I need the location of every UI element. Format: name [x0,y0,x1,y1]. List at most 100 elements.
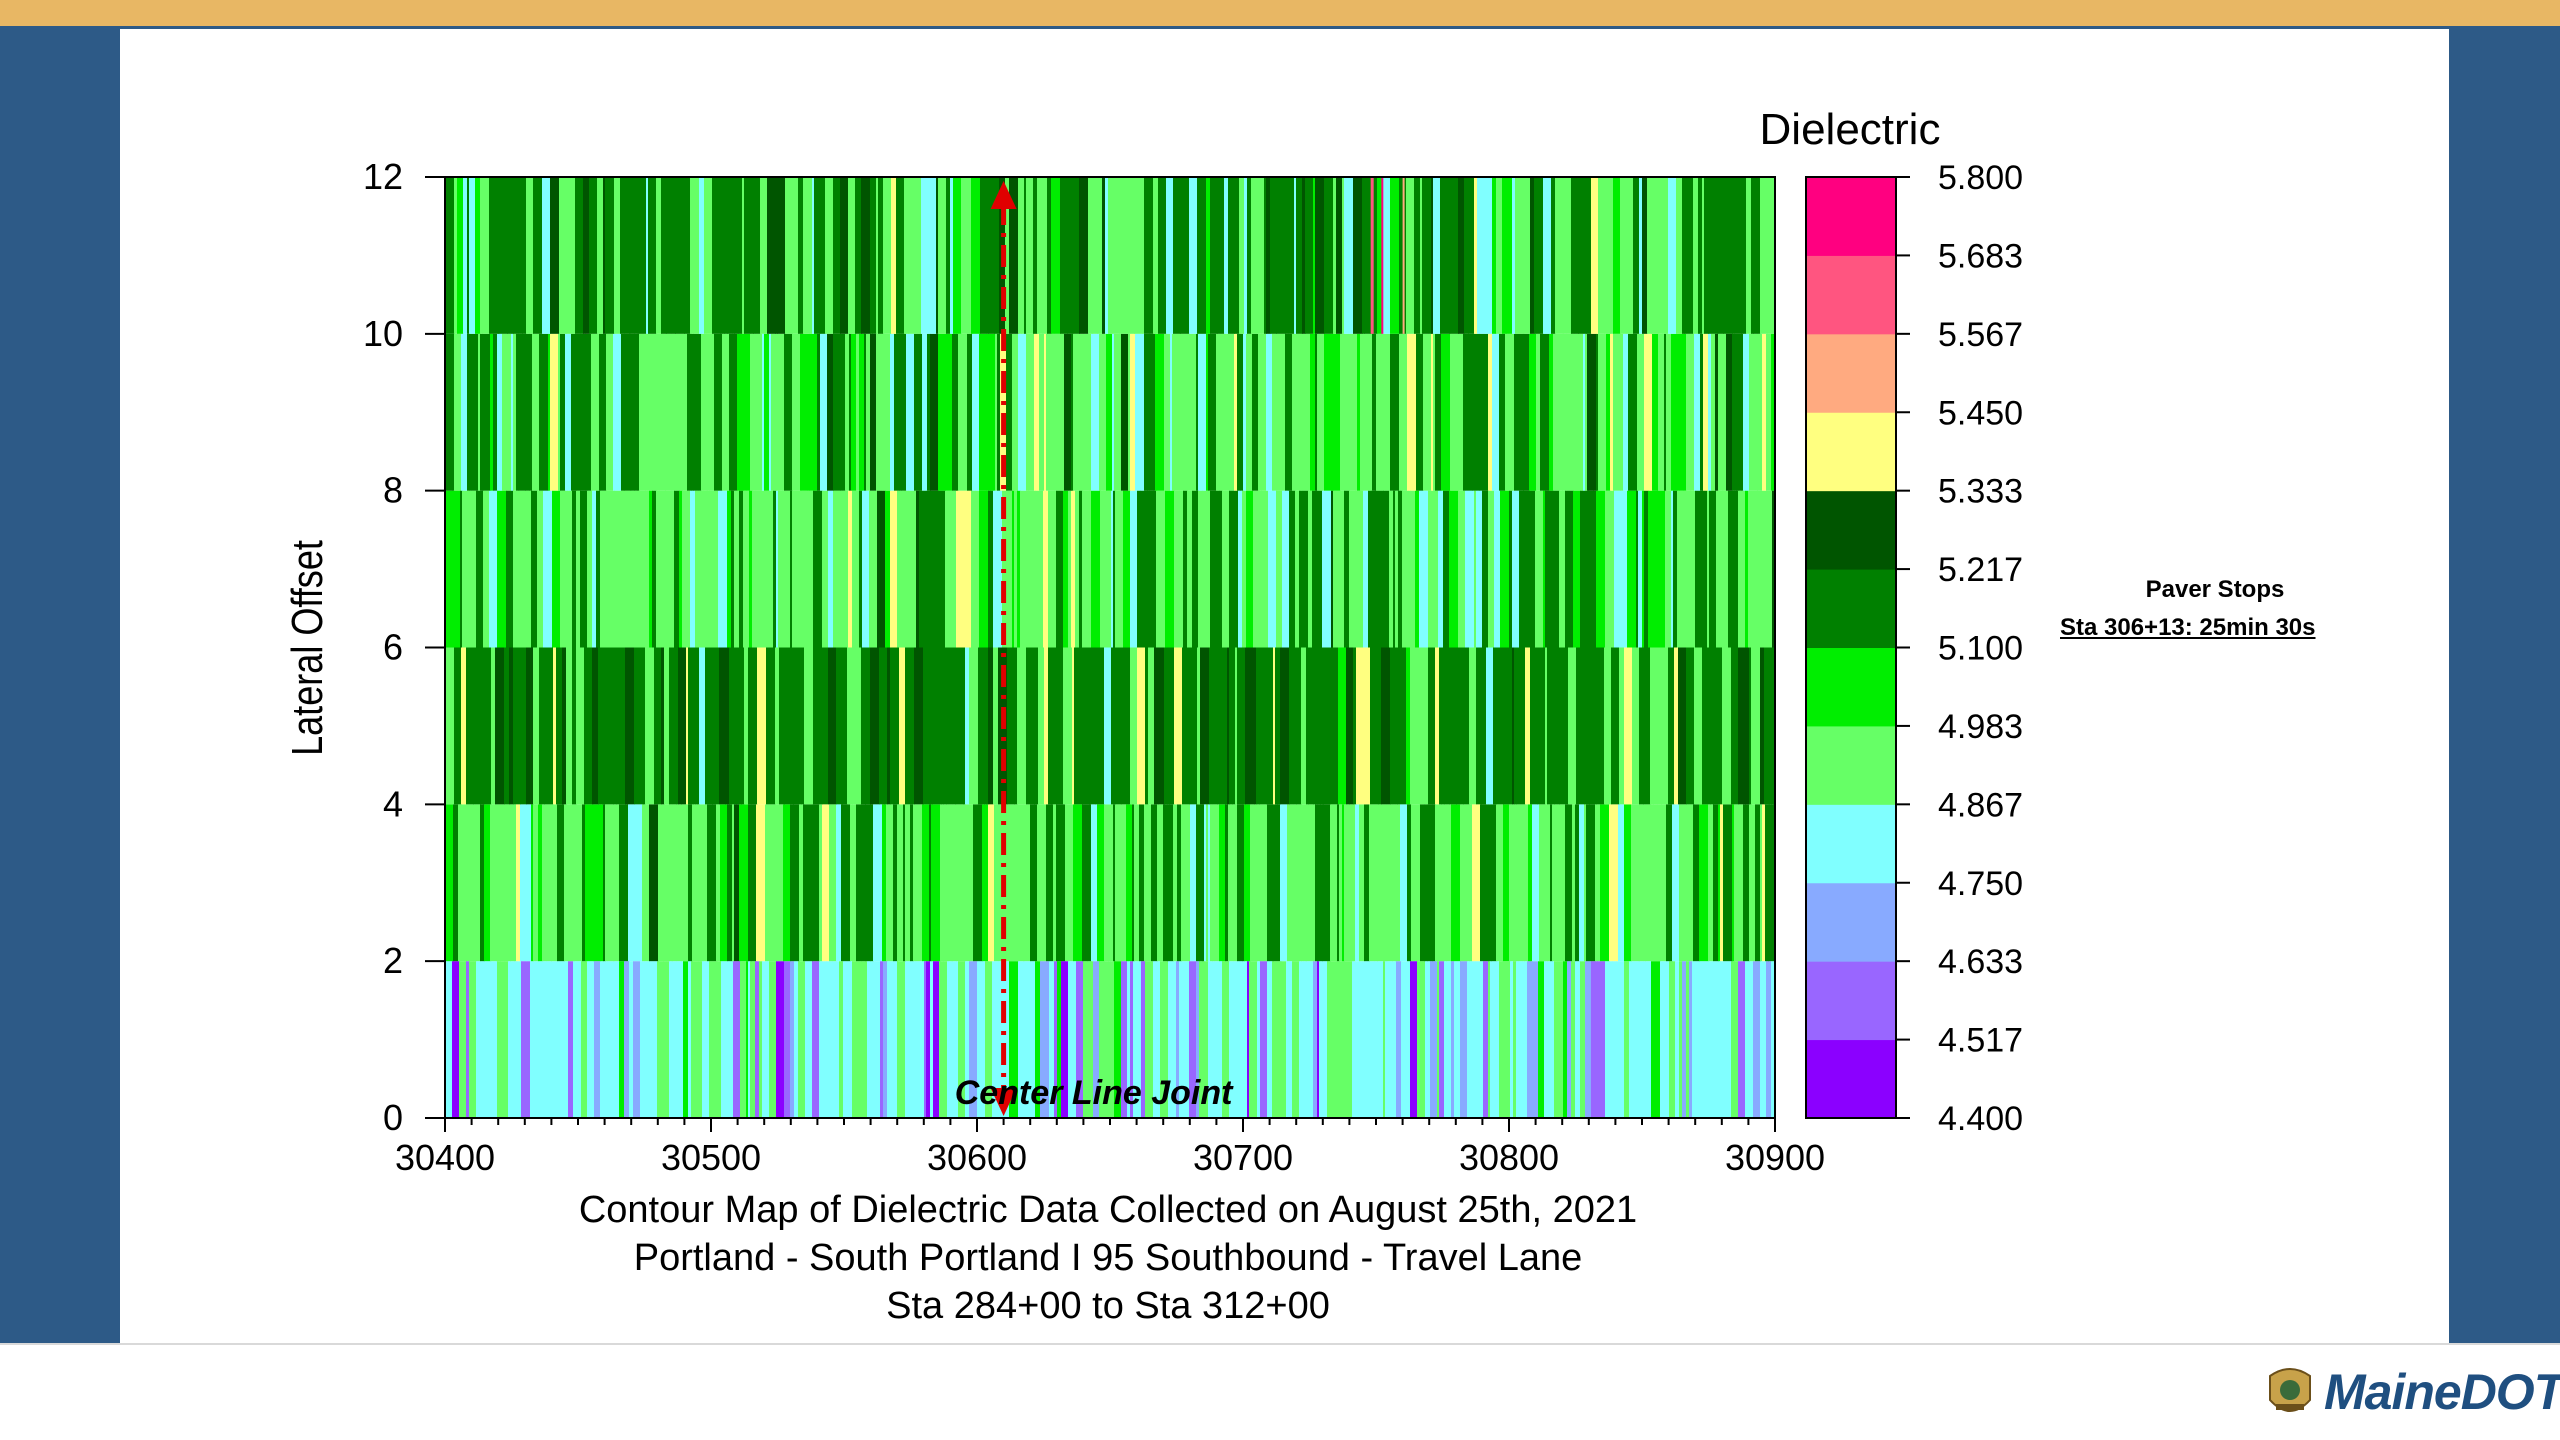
colorbar-swatch [1806,255,1896,335]
heatmap-cell [490,333,494,491]
heatmap-cell [738,177,743,334]
heatmap-cell [591,333,600,491]
heatmap-cell [644,961,650,1118]
heatmap-cell [993,490,1003,648]
heatmap-cell [785,177,793,334]
heatmap-cell [1289,490,1296,648]
heatmap-cell [870,333,877,491]
heatmap-cell [1336,961,1344,1118]
heatmap-cell [687,333,692,491]
heatmap-cell [709,961,718,1118]
heatmap-cell [688,647,694,805]
heatmap-cell [1383,961,1386,1118]
heatmap-cell [1296,647,1302,805]
heatmap-cell [904,177,909,334]
heatmap-cell [1247,177,1252,334]
heatmap-cell [930,647,933,805]
heatmap-cell [870,647,880,805]
heatmap-cell [850,961,853,1118]
logo-text: MaineDOT [2324,1364,2560,1420]
heatmap-cell [633,961,641,1118]
heatmap-cell [1734,804,1744,962]
heatmap-cell [1132,804,1135,962]
heatmap-cell [1441,647,1445,805]
heatmap-cell [1493,647,1497,805]
heatmap-cell [1657,490,1666,648]
heatmap-cell [1046,804,1054,962]
heatmap-cell [513,177,523,334]
heatmap-cell [1316,490,1323,648]
heatmap-cell [938,177,947,334]
heatmap-cell [1324,333,1333,491]
heatmap-cell [1346,647,1350,805]
heatmap-cell [1414,177,1421,334]
heatmap-cell [1319,961,1328,1118]
colorbar-swatch [1806,725,1896,805]
heatmap-cell [698,804,704,962]
heatmap-cell [1232,647,1236,805]
heatmap-cell [496,804,505,962]
heatmap-cell [705,647,713,805]
heatmap-cell [695,490,699,648]
heatmap-cell [1679,333,1687,491]
heatmap-cell [707,804,717,962]
heatmap-cell [1749,804,1756,962]
heatmap-cell [1234,333,1238,491]
heatmap-cell [598,647,603,805]
colorbar-tick-label: 5.100 [1938,630,2023,668]
heatmap-cell [876,333,883,491]
heatmap-cell [753,177,761,334]
heatmap-cell [1692,961,1701,1118]
heatmap-cell [742,177,745,334]
heatmap-cell [1145,647,1149,805]
heatmap-cell [828,647,837,805]
heatmap-cell [550,177,560,334]
heatmap-cell [1349,490,1356,648]
heatmap-cell [717,961,722,1118]
heatmap-cell [1643,647,1651,805]
heatmap-cell [654,647,662,805]
heatmap-cell [1056,804,1066,962]
heatmap-cell [1026,177,1034,334]
heatmap-cell [1643,961,1652,1118]
heatmap-cell [1187,961,1190,1118]
heatmap-cell [1760,961,1767,1118]
heatmap-cell [531,490,538,648]
heatmap-cell [1392,804,1396,962]
heatmap-cell [1282,490,1290,648]
x-tick-label: 30700 [1193,1137,1293,1178]
heatmap-cell [631,490,639,648]
y-tick-label: 6 [383,627,403,668]
heatmap-cell [861,647,866,805]
heatmap-cell [825,177,834,334]
heatmap-cell [1479,333,1489,491]
heatmap-cell [583,177,590,334]
heatmap-cell [1415,490,1420,648]
heatmap-cell [1402,490,1409,648]
heatmap-cell [1246,490,1254,648]
heatmap-cell [1153,177,1159,334]
heatmap-cell [1332,333,1341,491]
heatmap-cell [1416,333,1424,491]
heatmap-cell [741,333,751,491]
heatmap-cell [1285,177,1295,334]
heatmap-cell [865,804,871,962]
heatmap-cell [1355,490,1362,648]
heatmap-cell [1339,804,1343,962]
heatmap-cell [1693,177,1699,334]
heatmap-cell [1203,961,1209,1118]
heatmap-cell [1623,490,1628,648]
heatmap-cell [977,961,981,1118]
heatmap-cell [1308,647,1314,805]
heatmap-cell [1604,177,1608,334]
colorbar-tick-label: 4.983 [1938,708,2023,746]
heatmap-cell [1353,647,1357,805]
heatmap-cell [1113,490,1116,648]
heatmap-cell [1268,490,1274,648]
heatmap-cell [813,647,823,805]
heatmap-cell [755,961,760,1118]
heatmap-cell [535,961,544,1118]
heatmap-cell [1506,177,1513,334]
heatmap-cell [1156,490,1166,648]
heatmap-cell [671,961,677,1118]
